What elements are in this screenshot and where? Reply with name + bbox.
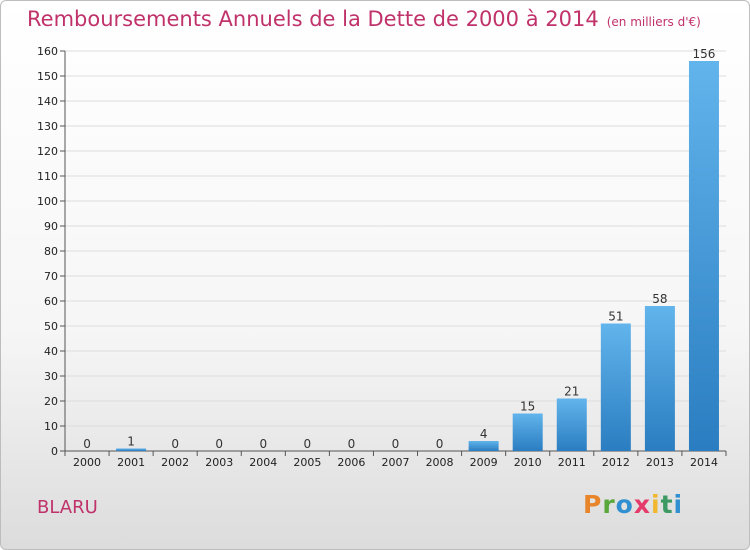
x-tick-label: 2002 xyxy=(161,456,189,469)
y-tick-label: 10 xyxy=(44,420,58,433)
y-tick-label: 160 xyxy=(37,45,58,58)
y-tick-label: 0 xyxy=(51,445,58,458)
y-tick-label: 130 xyxy=(37,120,58,133)
x-tick-label: 2010 xyxy=(514,456,542,469)
y-tick-label: 30 xyxy=(44,370,58,383)
y-tick-label: 120 xyxy=(37,145,58,158)
data-label: 0 xyxy=(436,437,444,451)
x-tick-label: 2009 xyxy=(470,456,498,469)
x-tick-label: 2000 xyxy=(73,456,101,469)
x-tick-label: 2003 xyxy=(205,456,233,469)
bar xyxy=(688,61,719,451)
logo-letter: r xyxy=(602,490,616,519)
y-tick-label: 150 xyxy=(37,70,58,83)
bar xyxy=(116,448,147,451)
commune-name: BLARU xyxy=(37,497,98,518)
chart-unit: (en milliers d'€) xyxy=(606,15,701,29)
data-label: 58 xyxy=(652,292,667,306)
x-tick-label: 2011 xyxy=(558,456,586,469)
data-label: 1 xyxy=(127,435,135,449)
logo-letter: x xyxy=(633,490,651,519)
bar xyxy=(468,441,499,451)
logo-letter: i xyxy=(651,490,661,519)
data-label: 15 xyxy=(520,400,535,414)
logo-letter: o xyxy=(615,490,634,519)
data-label: 0 xyxy=(83,437,91,451)
logo-letter: t xyxy=(660,490,674,519)
data-label: 0 xyxy=(392,437,400,451)
x-tick-label: 2007 xyxy=(382,456,410,469)
x-tick-label: 2008 xyxy=(426,456,454,469)
y-tick-label: 70 xyxy=(44,270,58,283)
data-label: 0 xyxy=(171,437,179,451)
data-label: 0 xyxy=(259,437,267,451)
data-label: 51 xyxy=(608,310,623,324)
logo-letter: P xyxy=(583,490,603,519)
x-tick-label: 2014 xyxy=(690,456,718,469)
y-tick-label: 60 xyxy=(44,295,58,308)
x-tick-label: 2012 xyxy=(602,456,630,469)
y-tick-label: 140 xyxy=(37,95,58,108)
y-tick-label: 20 xyxy=(44,395,58,408)
data-label: 0 xyxy=(215,437,223,451)
x-tick-label: 2006 xyxy=(337,456,365,469)
proxiti-logo: Proxiti xyxy=(583,490,683,519)
x-tick-label: 2005 xyxy=(293,456,321,469)
bar xyxy=(600,323,631,451)
chart-title: Remboursements Annuels de la Dette de 20… xyxy=(27,7,701,31)
x-tick-label: 2004 xyxy=(249,456,277,469)
logo-letter: i xyxy=(673,490,684,519)
data-label: 21 xyxy=(564,385,579,399)
x-tick-label: 2001 xyxy=(117,456,145,469)
data-label: 0 xyxy=(348,437,356,451)
data-label: 0 xyxy=(304,437,312,451)
y-tick-label: 80 xyxy=(44,245,58,258)
bar xyxy=(512,413,543,451)
y-tick-label: 40 xyxy=(44,345,58,358)
data-label: 4 xyxy=(480,427,488,441)
y-tick-label: 110 xyxy=(37,170,58,183)
chart-title-text: Remboursements Annuels de la Dette de 20… xyxy=(27,7,599,31)
y-tick-label: 100 xyxy=(37,195,58,208)
bar xyxy=(644,306,675,451)
y-tick-label: 50 xyxy=(44,320,58,333)
bar xyxy=(556,398,587,451)
x-tick-label: 2013 xyxy=(646,456,674,469)
y-tick-label: 90 xyxy=(44,220,58,233)
data-label: 156 xyxy=(693,47,716,61)
